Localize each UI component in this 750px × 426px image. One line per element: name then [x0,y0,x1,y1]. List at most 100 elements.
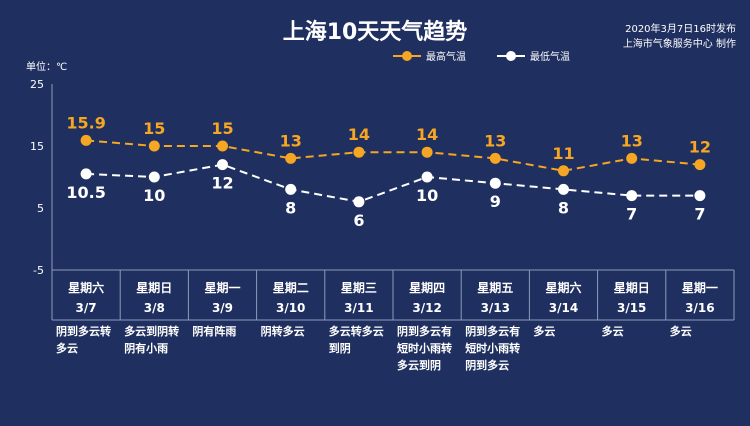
low-temp-point [694,190,706,202]
low-temp-label: 8 [285,198,296,217]
weekday-label: 星期二 [273,280,309,295]
low-temp-point [80,168,92,180]
low-temp-label: 10 [143,186,165,205]
weather-description-line: 多云 [533,325,556,338]
weather-description: 阴到多云转 多云 [56,323,124,357]
weather-description: 多云 [670,323,738,340]
low-temp-label: 12 [211,174,233,193]
weather-description-line: 阴到多云有 [465,325,521,338]
high-temp-point [558,165,569,177]
high-temp-point [626,152,638,164]
legend-high-marker [402,51,412,61]
legend-high-label: 最高气温 [426,50,466,63]
publish-info: 2020年3月7日16时发布 上海市气象服务中心 制作 [623,22,736,52]
weather-description-line: 短时小雨转 [397,342,452,355]
high-temp-label: 14 [416,125,438,144]
date-label: 3/14 [549,301,578,315]
weather-description-line: 多云 [669,325,692,338]
weather-description-line: 阴转多云 [260,325,305,338]
weekday-label: 星期四 [409,280,445,295]
high-temp-label: 15.9 [66,113,105,132]
low-temp-point [489,177,501,189]
weekday-label: 星期日 [614,280,650,295]
weekday-label: 星期五 [477,280,513,295]
high-temp-label: 12 [689,138,711,157]
high-temp-label: 11 [552,144,574,163]
date-label: 3/9 [212,301,233,315]
weather-description-line: 多云到阴 [397,359,441,372]
weather-description: 多云转多云 到阴 [329,323,397,357]
weekday-label: 星期日 [136,280,172,295]
low-temp-point [558,183,569,195]
weather-description: 阴有阵雨 [192,323,260,340]
high-temp-point [489,152,501,164]
weekday-label: 星期一 [682,280,718,295]
weekday-label: 星期三 [341,280,377,295]
high-temp-label: 14 [348,125,370,144]
date-label: 3/10 [276,301,305,315]
high-temp-label: 13 [484,131,506,150]
date-label: 3/8 [144,301,165,315]
date-label: 3/16 [685,301,714,315]
date-label: 3/11 [344,301,373,315]
page-title: 上海10天天气趋势 [282,20,468,45]
weather-description-line: 阴到多云转 [56,325,111,338]
weekday-label: 星期六 [545,280,581,295]
weather-description-line: 阴到多云 [465,359,510,372]
weather-description-line: 多云到阴转 [124,325,180,338]
high-temp-point [421,146,433,158]
weather-description-line: 到阴 [328,342,351,355]
date-label: 3/12 [412,301,441,315]
legend-low-label: 最低气温 [530,50,570,63]
low-temp-label: 6 [353,211,364,230]
high-temp-point [217,140,228,152]
low-temp-point [148,171,160,183]
low-temp-point [217,159,228,171]
weather-description-line: 阴有阵雨 [192,325,237,338]
high-temp-point [285,152,297,164]
publish-time: 2020年3月7日16时发布 [625,24,736,35]
legend-low-marker [506,51,516,61]
weather-description-line: 多云 [601,325,624,338]
high-temp-label: 13 [621,131,643,150]
low-temp-point [626,190,638,202]
date-label: 3/15 [617,301,646,315]
high-temp-line [86,139,700,172]
y-tick-label: 15 [30,140,44,153]
high-temp-label: 15 [143,119,165,138]
high-temp-label: 15 [211,119,233,138]
y-tick-label: -5 [33,264,44,277]
high-temp-point [80,134,92,146]
weather-description-line: 多云转多云 [328,325,384,338]
weather-description: 多云到阴转 阴有小雨 [124,323,192,357]
low-temp-label: 9 [490,192,501,211]
high-temp-point [694,159,706,171]
low-temp-label: 8 [558,198,569,217]
weather-description: 阴到多云有短时小雨转多云到阴 [397,323,465,374]
weather-description-line: 多云 [56,342,78,355]
low-temp-label: 7 [694,205,705,224]
high-temp-label: 13 [280,131,302,150]
low-temp-line [86,163,700,203]
low-temp-label: 10.5 [66,183,105,202]
low-temp-point [353,196,365,208]
weather-description: 多云 [533,323,601,340]
weather-description-line: 短时小雨转 [465,342,521,355]
weekday-label: 星期一 [204,280,240,295]
publisher: 上海市气象服务中心 制作 [622,39,736,50]
date-label: 3/7 [76,301,97,315]
y-tick-label: 5 [37,202,44,215]
high-temp-point [148,140,160,152]
low-temp-label: 10 [416,186,438,205]
low-temp-point [285,183,297,195]
weather-description: 多云 [602,323,670,340]
weather-description: 阴到多云有短时小雨转阴到多云 [465,323,533,374]
y-tick-label: 25 [30,78,44,91]
unit-label: 单位：℃ [26,62,68,73]
low-temp-label: 7 [626,205,637,224]
weather-description-line: 阴有小雨 [124,342,169,355]
weather-description-line: 阴到多云有 [397,325,452,338]
low-temp-point [421,171,433,183]
